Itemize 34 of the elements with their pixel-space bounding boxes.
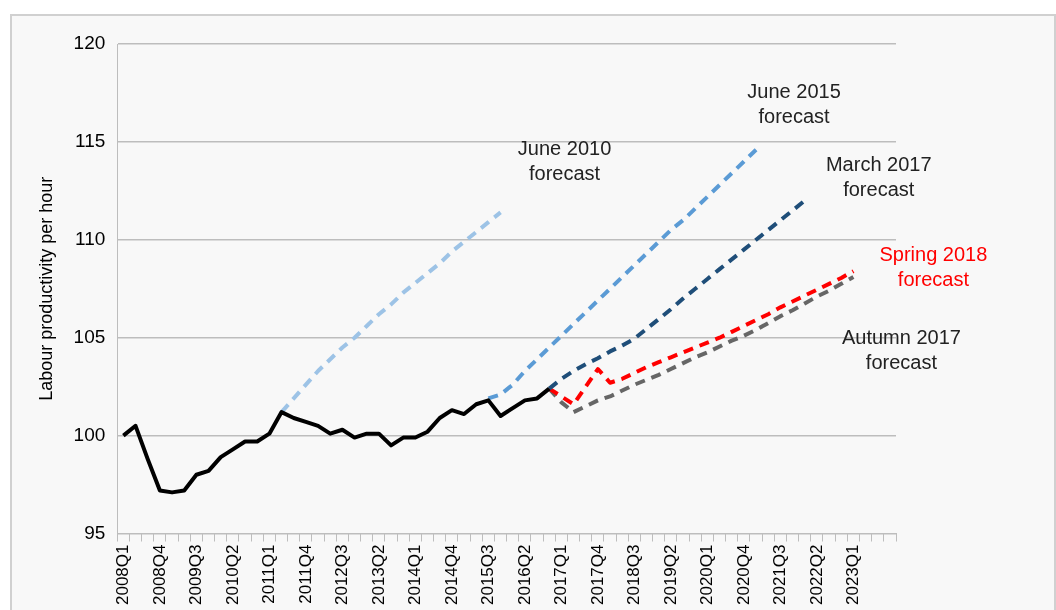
series-label: June 2015 forecast [747,79,841,127]
x-tick-label: 2008Q1 [113,544,133,605]
series-label: March 2017 forecast [825,152,932,200]
y-tick-label: 105 [73,325,106,347]
line-series [547,198,807,391]
y-tick-label: 95 [84,521,106,543]
series-label: Autumn 2017 forecast [841,326,961,374]
y-tick-label: 120 [73,32,106,54]
x-tick-label: 2013Q2 [368,544,388,605]
x-tick-label: 2016Q2 [514,544,534,605]
x-tick-label: 2023Q1 [843,544,863,605]
x-tick-label: 2011Q4 [295,544,315,604]
x-tick-label: 2008Q4 [149,544,169,605]
x-tick-label: 2010Q2 [222,544,242,605]
x-tick-label: 2021Q3 [770,544,790,605]
x-tick-label: 2019Q2 [660,544,680,605]
y-tick-label: 100 [73,423,106,445]
x-tick-label: 2018Q3 [624,544,644,605]
y-tick-label: 110 [75,228,106,250]
x-tick-label: 2017Q4 [587,544,607,605]
x-tick-label: 2020Q4 [733,544,753,605]
x-tick-label: 2020Q1 [697,544,717,605]
x-tick-label: 2009Q3 [186,544,206,605]
series-label: June 2010 forecast [517,137,612,185]
x-tick-label: 2014Q1 [405,544,425,605]
y-tick-label: 115 [75,130,106,152]
x-tick-label: 2017Q1 [551,544,571,605]
y-axis-title: Labour productivity per hour [35,176,56,401]
series-label: Spring 2018 forecast [879,243,988,291]
x-tick-label: 2012Q3 [332,544,352,605]
x-tick-label: 2011Q1 [259,544,279,604]
x-tick-label: 2015Q3 [478,544,498,605]
x-tick-label: 2022Q2 [806,544,826,605]
x-tick-label: 2014Q4 [441,544,461,605]
